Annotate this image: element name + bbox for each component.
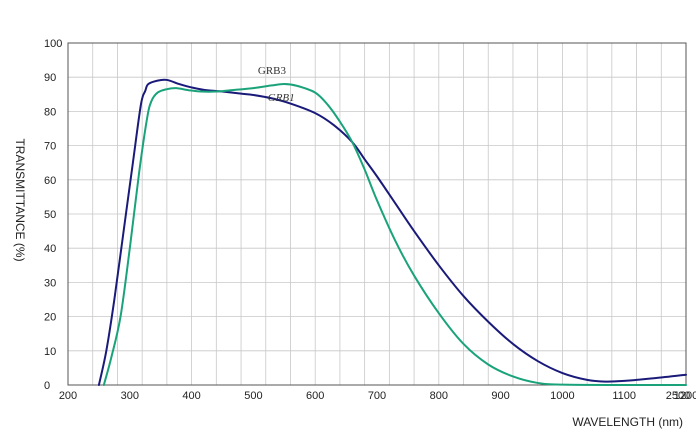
series-line-grb3 [97,78,687,386]
y-tick-label: 50 [44,209,56,221]
x-tick-label: 300 [121,390,139,402]
series-line-grb1 [102,83,687,387]
y-axis-title: TRANSMITTANCE (%) [13,138,27,261]
y-tick-label: 70 [44,141,56,153]
curve-label-grb1: GRB1 [268,92,295,104]
x-tick-label: 2500 [666,390,690,402]
x-tick-label: 200 [59,390,77,402]
x-tick-label: 1200 [674,390,696,402]
x-tick-label: 500 [244,390,262,402]
x-tick-label: 800 [430,390,448,402]
y-tick-label: 100 [44,38,62,50]
x-tick-label: 1000 [550,390,574,402]
grid [68,43,686,385]
curve-label-grb3: GRB3 [258,65,287,77]
y-tick-label: 0 [44,380,50,392]
x-axis-title: WAVELENGTH (nm) [572,415,683,429]
y-tick-label: 40 [44,243,56,255]
x-tick-label: 400 [182,390,200,402]
plot-area-frame [67,42,687,386]
series-lines [97,78,687,387]
y-tick-label: 20 [44,312,56,324]
x-tick-label: 1100 [612,390,636,402]
x-tick-label: 600 [306,390,324,402]
curve-annotations: GRB3 GRB1 [258,65,295,104]
y-tick-label: 10 [44,346,56,358]
x-tick-label: 700 [368,390,386,402]
y-tick-label: 90 [44,72,56,84]
y-axis-ticks: 0 10 20 30 40 50 60 70 80 90 100 [44,38,62,392]
x-tick-label: 900 [491,390,509,402]
y-tick-label: 80 [44,106,56,118]
y-tick-label: 30 [44,277,56,289]
y-tick-label: 60 [44,175,56,187]
